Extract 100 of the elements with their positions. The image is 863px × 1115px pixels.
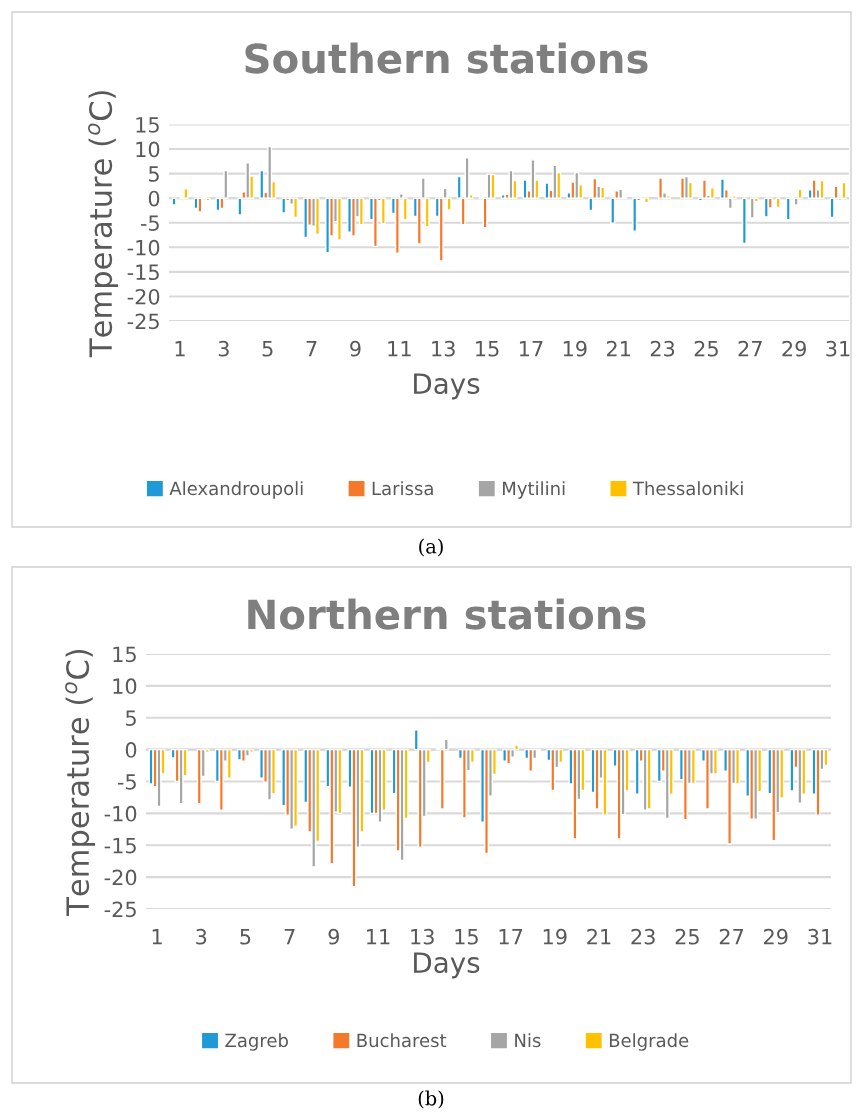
bar [550,748,556,792]
bar [461,748,467,819]
x-tick-label: 29 [764,928,788,945]
bar [218,748,224,811]
y-tick-label: -10 [127,239,160,256]
bar [741,197,747,245]
x-tick-label: 17 [499,929,523,945]
y-tick-label: 5 [126,710,136,726]
y-tick-label: -20 [104,869,137,886]
x-tick-label: 21 [606,340,631,357]
y-tick-label: -25 [127,313,159,330]
x-tick-label: 23 [650,340,675,357]
x-tick-label: 31 [826,340,850,357]
x-axis-title: Days [414,373,480,400]
bar [394,197,400,254]
bar [337,748,343,815]
bar [632,197,638,232]
x-tick-label: 1 [152,929,162,945]
bar [205,197,211,202]
bar [646,748,652,810]
y-tick-label: -25 [104,901,136,918]
bar [380,197,386,225]
bar [665,195,671,199]
legend-label: Bucharest [357,1033,447,1048]
y-tick-label: 15 [113,646,136,663]
bar [815,748,821,816]
bar [293,748,299,827]
x-tick-label: 29 [782,340,806,357]
x-tick-label: 25 [694,340,718,357]
bar [544,182,550,199]
x-tick-label: 3 [218,340,229,357]
y-axis-title: Temperature ($^{o}$C) [88,91,119,358]
bar [600,186,606,199]
bar [735,748,741,785]
x-tick-label: 15 [476,341,499,357]
bar [634,748,640,795]
x-tick-label: 9 [328,928,339,945]
bar [775,197,781,209]
legend-label: Belgrade [609,1033,689,1051]
y-tick-label: -20 [127,288,160,305]
bar [358,197,364,226]
text: (a) [419,538,443,557]
y-tick-label: -5 [117,774,136,790]
bar [315,197,320,236]
legend-label: Zagreb [225,1033,288,1051]
bar [197,197,203,213]
x-axis-title: Days [414,952,480,979]
bar [682,748,688,821]
y-tick-label: 15 [136,117,159,133]
x-tick-label: 15 [455,929,478,945]
bar [789,748,795,792]
legend-label: Alexandroupoli [169,481,303,499]
x-tick-label: 11 [388,341,411,357]
x-tick-label: 5 [240,929,251,945]
x-tick-label: 17 [519,341,543,357]
y-tick-label: -10 [104,805,137,822]
x-tick-label: 19 [543,928,567,945]
bar [709,187,715,199]
bar [372,197,378,248]
bar [336,197,342,241]
x-tick-label: 25 [675,928,699,945]
legend-label: Thessaloniki [632,481,743,496]
bar [785,197,791,221]
chart-title: Northern stations [248,598,646,630]
bar [530,159,536,199]
x-tick-label: 11 [367,929,390,945]
bar [558,748,564,764]
bar [171,197,177,206]
x-tick-label: 1 [175,341,185,357]
y-tick-label: 10 [113,678,137,695]
bar [749,197,755,219]
x-tick-label: 7 [306,341,317,357]
bar [240,748,246,762]
bar [500,194,506,199]
x-tick-label: 7 [284,929,295,945]
chart-title: Southern stations [245,42,648,74]
bar [259,169,265,199]
y-tick-label: -5 [140,215,159,231]
bar [402,197,408,221]
bar [484,748,489,855]
bar [701,179,707,199]
legend-label: Larissa [372,481,433,496]
bar [156,748,162,808]
x-tick-label: 3 [196,928,207,945]
x-tick-label: 27 [738,340,762,357]
legend-label: Mytilini [503,481,565,499]
bar [196,748,202,805]
bar [618,188,624,199]
bar [704,748,710,810]
bar [248,748,254,753]
y-tick-label: 0 [148,190,160,207]
x-tick-label: 13 [432,340,455,357]
bar [178,748,184,805]
bar [572,748,578,840]
y-tick-label: -15 [104,837,136,854]
bar [528,748,534,772]
y-tick-label: -15 [127,264,159,281]
bar [719,178,725,199]
bar [267,145,273,199]
y-tick-label: 5 [149,166,159,182]
